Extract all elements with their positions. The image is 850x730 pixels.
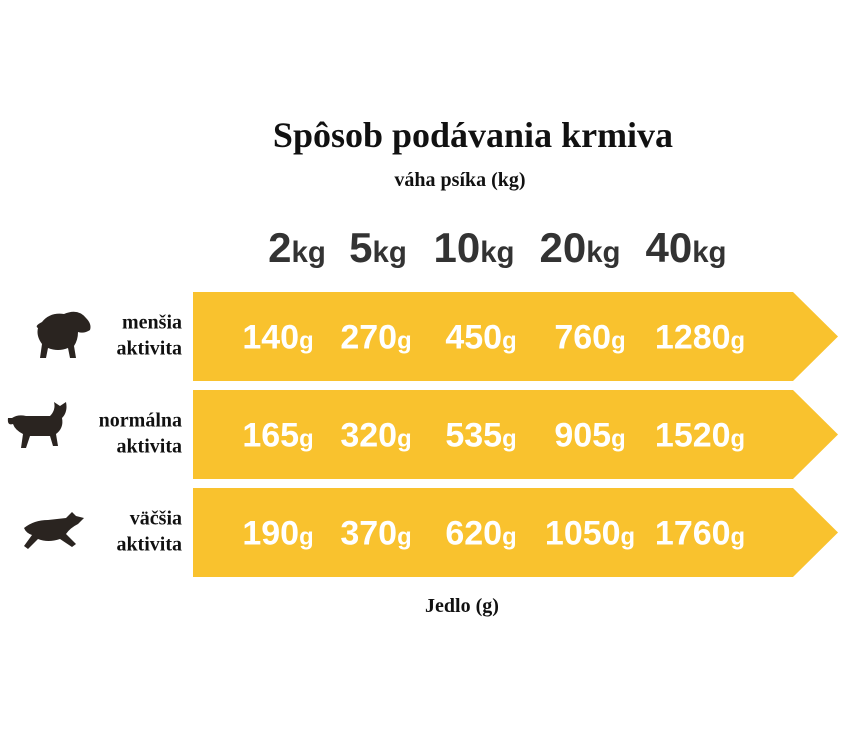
arrow-band bbox=[193, 292, 838, 381]
food-amount: 450g bbox=[445, 319, 516, 357]
weight-header: 20kg bbox=[539, 224, 620, 271]
food-amount: 1280g bbox=[655, 319, 745, 357]
food-amount: 1050g bbox=[545, 515, 635, 553]
food-amount: 535g bbox=[445, 417, 516, 455]
dog-icon bbox=[7, 402, 67, 448]
row-label: normálna bbox=[99, 410, 182, 432]
row-label: aktivita bbox=[116, 338, 182, 360]
food-amount: 1760g bbox=[655, 515, 745, 553]
food-amount: 320g bbox=[340, 417, 411, 455]
row-label: väčšia bbox=[130, 508, 182, 530]
food-amount: 140g bbox=[242, 319, 313, 357]
footer: Jedlo (g) bbox=[425, 595, 499, 617]
food-amount: 270g bbox=[340, 319, 411, 357]
subtitle: váha psíka (kg) bbox=[394, 169, 525, 191]
weight-header: 40kg bbox=[645, 224, 726, 271]
weight-header: 10kg bbox=[433, 224, 514, 271]
dog-icons bbox=[7, 311, 91, 549]
dog-icon bbox=[24, 512, 84, 549]
weight-header: 2kg bbox=[268, 224, 326, 271]
food-amount: 165g bbox=[242, 417, 313, 455]
food-amount: 190g bbox=[242, 515, 313, 553]
food-amount: 1520g bbox=[655, 417, 745, 455]
arrow-band bbox=[193, 488, 838, 577]
food-amount: 760g bbox=[554, 319, 625, 357]
food-amount: 620g bbox=[445, 515, 516, 553]
food-amount: 905g bbox=[554, 417, 625, 455]
row-label: aktivita bbox=[116, 436, 182, 458]
weight-header: 5kg bbox=[349, 224, 407, 271]
row-label: menšia bbox=[122, 312, 182, 334]
food-amount: 370g bbox=[340, 515, 411, 553]
dog-icon bbox=[36, 311, 91, 358]
arrow-band bbox=[193, 390, 838, 479]
title: Spôsob podávania krmiva bbox=[273, 115, 673, 155]
row-label: aktivita bbox=[116, 534, 182, 556]
